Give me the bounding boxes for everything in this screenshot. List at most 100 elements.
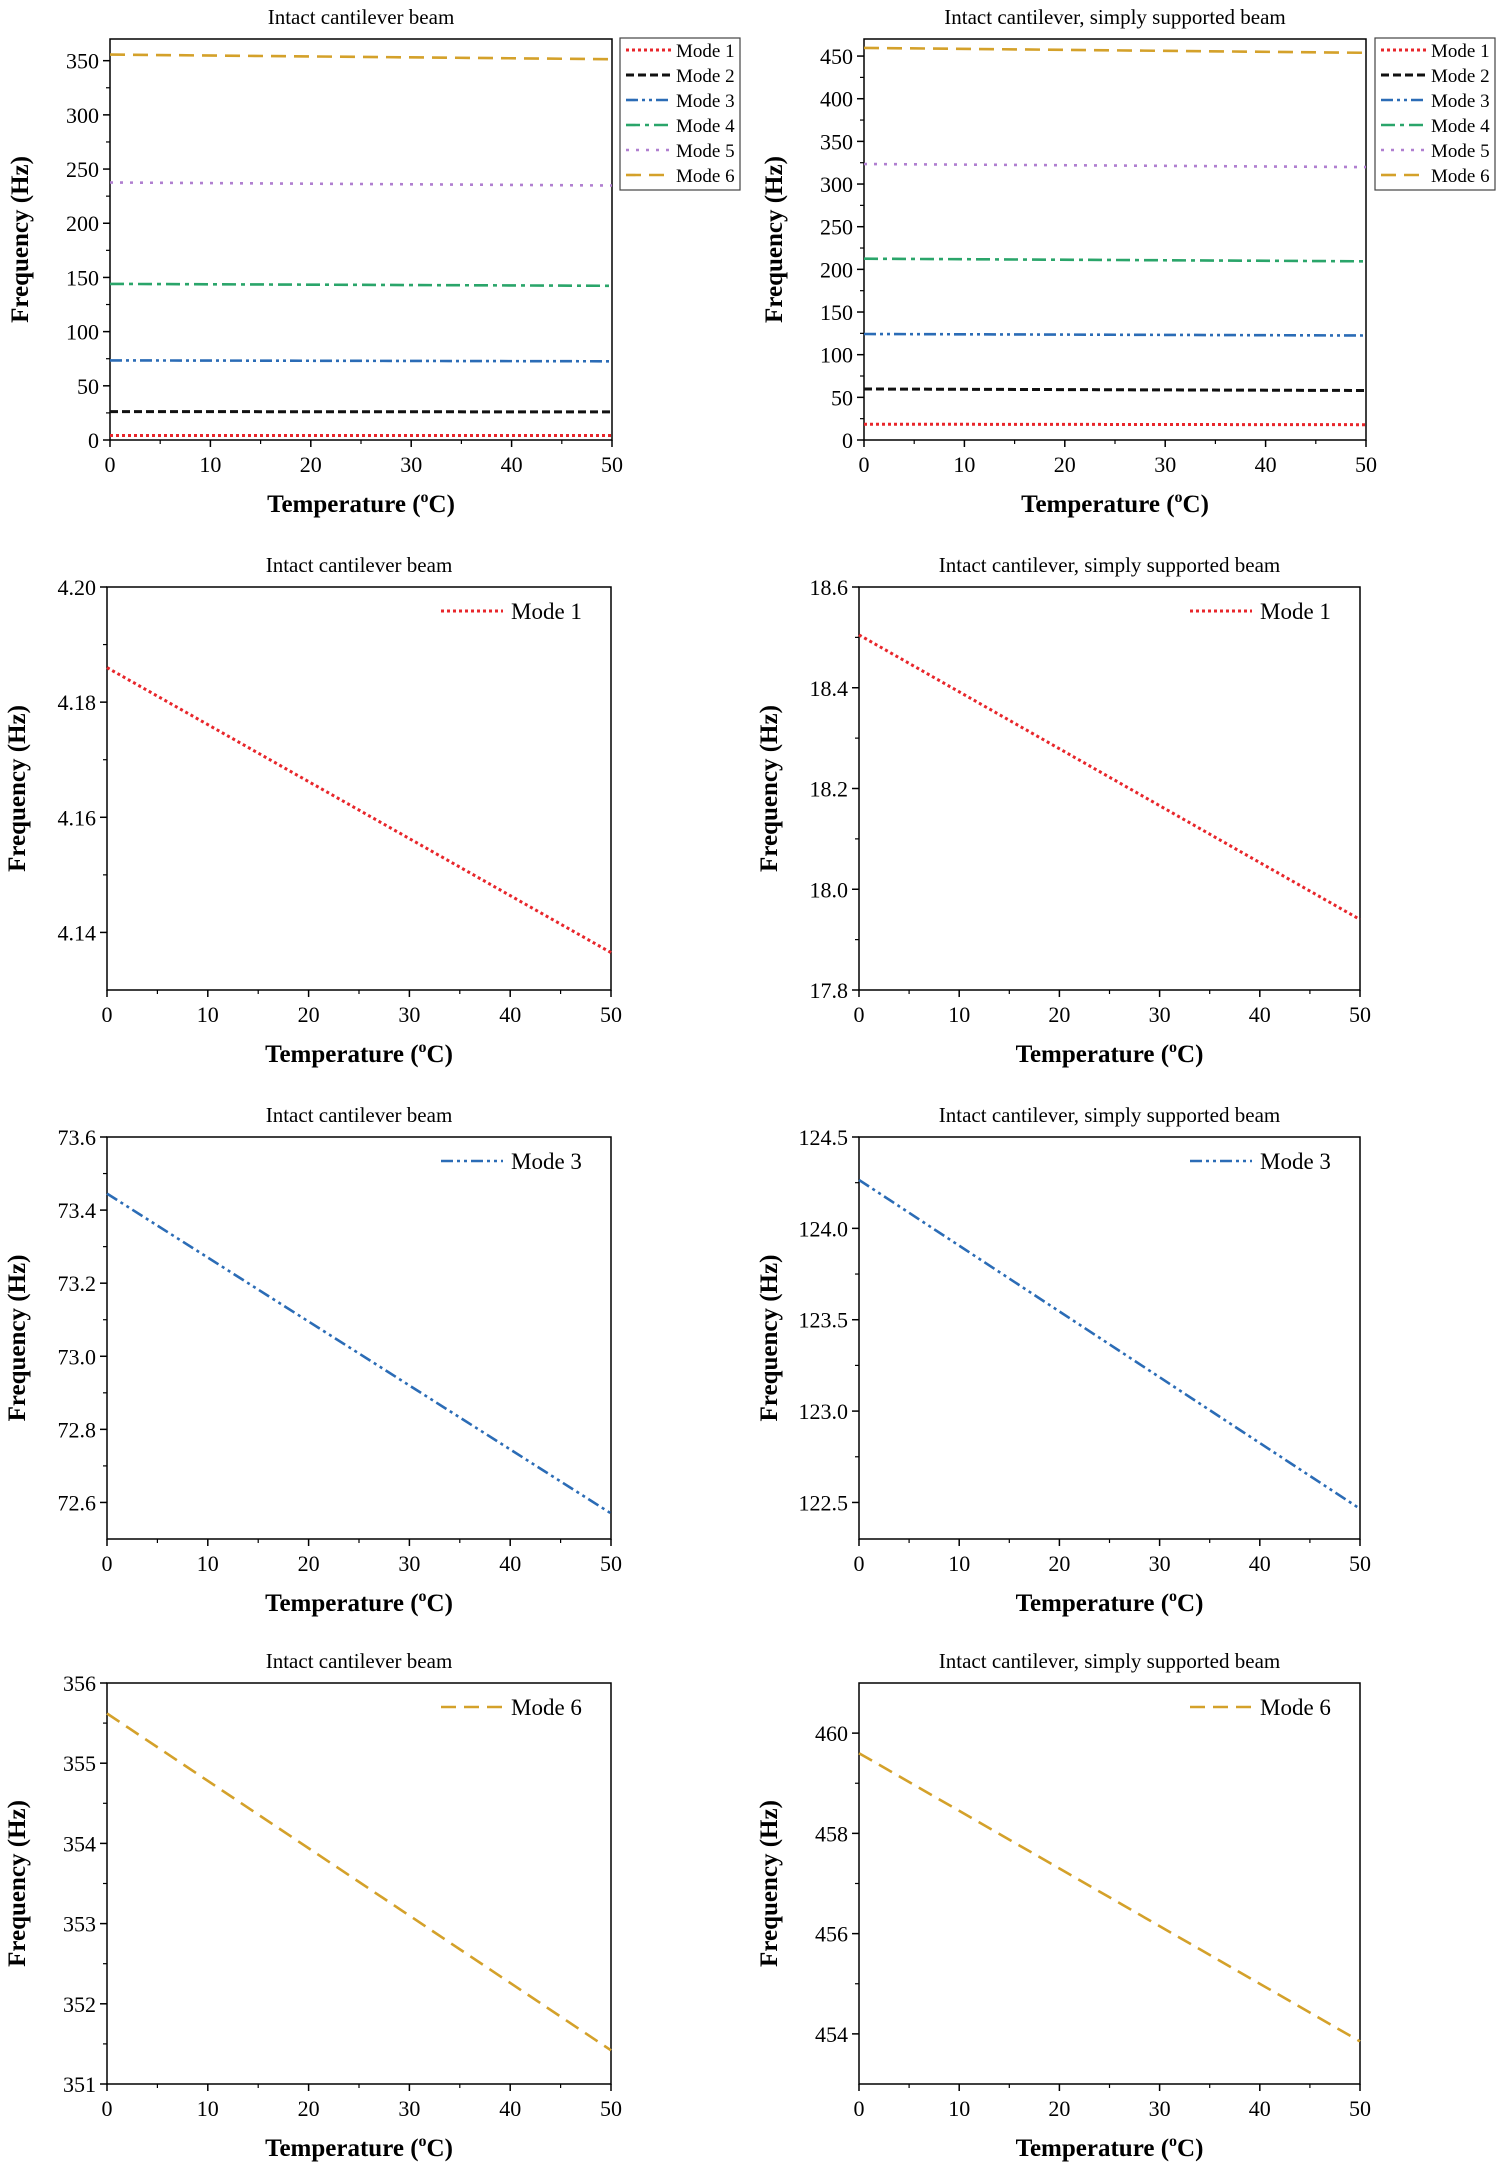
y-tick-label: 456 — [815, 1922, 848, 1947]
series-line-mode-4 — [109, 282, 613, 288]
y-tick-label: 100 — [820, 343, 853, 368]
legend-entry: Mode 3 — [1260, 1149, 1331, 1174]
x-label-degree: o — [419, 2133, 427, 2150]
x-tick-label: 40 — [499, 1002, 521, 1027]
x-tick-label: 40 — [1249, 2096, 1271, 2121]
legend-entry: Mode 2 — [676, 66, 735, 87]
legend-entry: Mode 6 — [1260, 1695, 1331, 1720]
x-tick-label: 0 — [102, 1551, 113, 1576]
y-tick-label: 353 — [63, 1912, 96, 1937]
plot-frame — [106, 1136, 612, 1540]
plot-frame — [863, 38, 1367, 441]
y-tick-label: 454 — [815, 2022, 848, 2047]
x-axis-label: Temperature (oC) — [1016, 1588, 1204, 1617]
y-tick-label: 4.14 — [58, 920, 97, 945]
chart-title: Intact cantilever beam — [266, 1649, 453, 1673]
x-tick-label: 50 — [601, 452, 623, 477]
y-tick-label: 73.4 — [58, 1198, 97, 1223]
x-label-main: Temperature ( — [1016, 1041, 1169, 1068]
x-label-main: Temperature ( — [1016, 1590, 1169, 1617]
y-tick-label: 72.8 — [58, 1417, 97, 1442]
plot-frame — [109, 38, 613, 441]
x-tick-label: 40 — [499, 1551, 521, 1576]
x-label-degree: o — [1169, 1588, 1177, 1605]
chart-title: Intact cantilever beam — [266, 553, 453, 577]
x-tick-label: 30 — [1149, 2096, 1171, 2121]
y-tick-label: 150 — [66, 265, 99, 290]
chart-panel-2: Intact cantilever, simply supported beam… — [761, 5, 1496, 518]
x-label-unit: C) — [427, 2135, 453, 2162]
plot-frame — [106, 586, 612, 991]
x-tick-label: 0 — [854, 2096, 865, 2121]
legend-entry: Mode 1 — [676, 41, 735, 62]
x-tick-label: 20 — [1048, 2096, 1070, 2121]
legend-entry: Mode 2 — [1431, 66, 1490, 87]
y-axis-label: Frequency (Hz) — [4, 1255, 31, 1422]
chart-panel-8: Intact cantilever, simply supported beam… — [756, 1649, 1371, 2162]
legend-entry: Mode 5 — [676, 141, 735, 162]
x-tick-label: 30 — [398, 1551, 420, 1576]
x-label-unit: C) — [427, 1590, 453, 1617]
x-tick-label: 0 — [105, 452, 116, 477]
chart-title: Intact cantilever, simply supported beam — [939, 1103, 1280, 1127]
x-tick-label: 20 — [298, 1002, 320, 1027]
chart-panel-7: Intact cantilever beam 0 10 20 30 40 50 351 352 3… — [4, 1649, 622, 2162]
x-tick-label: 30 — [398, 2096, 420, 2121]
y-tick-label: 4.18 — [58, 690, 97, 715]
x-axis-label: Temperature (oC) — [265, 2133, 453, 2162]
legend-entry: Mode 6 — [1431, 166, 1490, 187]
y-tick-label: 350 — [66, 49, 99, 74]
y-tick-label: 18.4 — [810, 676, 849, 701]
y-axis-label: Frequency (Hz) — [756, 1255, 783, 1422]
y-tick-label: 50 — [77, 374, 99, 399]
y-tick-label: 122.5 — [799, 1490, 849, 1515]
y-axis-label: Frequency (Hz) — [761, 156, 788, 323]
x-tick-label: 50 — [600, 2096, 622, 2121]
y-tick-label: 351 — [63, 2072, 96, 2097]
legend-box — [619, 37, 741, 191]
x-axis-label: Temperature (oC) — [1016, 1039, 1204, 1068]
chart-panel-6: Intact cantilever, simply supported beam… — [756, 1103, 1371, 1617]
y-tick-label: 4.16 — [58, 805, 97, 830]
series-line-mode-4 — [863, 257, 1367, 263]
x-tick-label: 10 — [199, 452, 221, 477]
y-tick-label: 18.0 — [810, 877, 849, 902]
chart-panel-1: Intact cantilever beam 0 10 20 30 40 50 0 50 100 1… — [7, 5, 741, 518]
x-tick-label: 10 — [948, 1551, 970, 1576]
y-tick-label: 400 — [820, 87, 853, 112]
y-tick-label: 458 — [815, 1821, 848, 1846]
plot-frame — [858, 1682, 1361, 2085]
legend-entry: Mode 3 — [676, 91, 735, 112]
y-tick-label: 72.6 — [58, 1490, 97, 1515]
x-tick-label: 50 — [1349, 1002, 1371, 1027]
y-axis-label: Frequency (Hz) — [4, 705, 31, 872]
chart-title: Intact cantilever, simply supported beam — [939, 553, 1280, 577]
y-tick-label: 17.8 — [810, 978, 849, 1003]
y-tick-label: 352 — [63, 1992, 96, 2017]
y-tick-label: 356 — [63, 1671, 96, 1696]
legend-entry: Mode 3 — [1431, 91, 1490, 112]
series-line-mode-6 — [863, 46, 1367, 55]
x-tick-label: 0 — [859, 452, 870, 477]
y-tick-label: 73.2 — [58, 1271, 97, 1296]
y-tick-label: 200 — [66, 211, 99, 236]
y-tick-label: 4.20 — [58, 575, 97, 600]
x-label-main: Temperature ( — [1021, 491, 1174, 518]
chart-panel-5: Intact cantilever beam 0 10 20 30 40 50 72.6 72.… — [4, 1103, 622, 1617]
x-tick-label: 50 — [600, 1551, 622, 1576]
x-tick-label: 40 — [499, 2096, 521, 2121]
x-tick-label: 30 — [1149, 1551, 1171, 1576]
y-tick-label: 250 — [66, 157, 99, 182]
x-label-degree: o — [1175, 489, 1183, 506]
y-tick-label: 0 — [842, 428, 853, 453]
legend-entry: Mode 4 — [676, 116, 735, 137]
x-tick-label: 10 — [948, 1002, 970, 1027]
y-tick-label: 18.2 — [810, 777, 849, 802]
series-line-mode-1 — [863, 422, 1367, 427]
chart-title: Intact cantilever, simply supported beam — [944, 5, 1285, 29]
series-line-mode-2 — [863, 387, 1367, 392]
x-label-unit: C) — [1177, 1590, 1203, 1617]
x-tick-label: 10 — [953, 452, 975, 477]
y-tick-label: 150 — [820, 300, 853, 325]
